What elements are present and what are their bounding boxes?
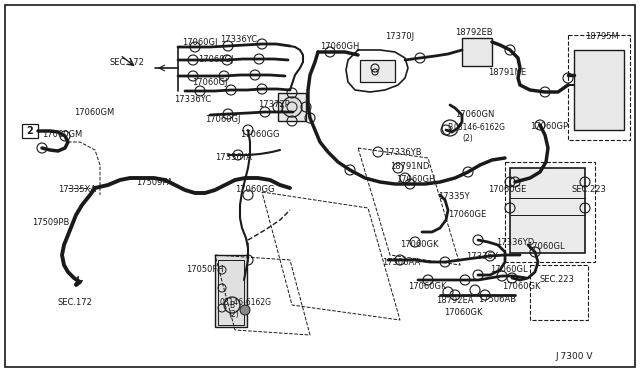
Text: 18792EA: 18792EA [436,296,474,305]
Text: 17060GL: 17060GL [490,265,527,274]
Text: 17336YD: 17336YD [496,238,534,247]
Text: 17060GE: 17060GE [448,210,486,219]
Text: 17060GK: 17060GK [502,282,541,291]
Text: 17060GM: 17060GM [74,108,115,117]
Text: 17060GJ: 17060GJ [198,55,234,64]
Text: 18795M: 18795M [585,32,619,41]
Text: 17506AB: 17506AB [478,295,516,304]
Text: 17060GN: 17060GN [455,110,494,119]
Text: B: B [229,301,235,310]
Bar [278,93,306,121]
Bar [510,168,585,253]
Text: (2): (2) [228,310,239,319]
Text: 17060GK: 17060GK [408,282,447,291]
Bar [360,60,395,82]
Text: 17060GH: 17060GH [320,42,360,51]
Text: 17372P: 17372P [258,100,290,109]
Text: 17509PB: 17509PB [32,218,69,227]
Text: 17060GG: 17060GG [240,130,280,139]
Text: 2: 2 [27,126,33,136]
Text: SEC.172: SEC.172 [58,298,93,307]
Bar [215,255,247,327]
Text: 17060GM: 17060GM [42,130,83,139]
Text: 17370J: 17370J [385,32,414,41]
Text: 17060GJ: 17060GJ [192,78,227,87]
Text: 17336YA: 17336YA [215,153,252,162]
Text: 18791NE: 18791NE [488,68,526,77]
Text: 17506AA: 17506AA [382,258,420,267]
Text: 17336YB: 17336YB [384,148,422,157]
Bar [530,265,588,320]
Text: J 7300 V: J 7300 V [555,352,593,361]
Text: 17336YC: 17336YC [220,35,257,44]
Text: SEC.172: SEC.172 [110,58,145,67]
Text: 17509PA: 17509PA [136,178,173,187]
Text: 17050FH: 17050FH [186,265,223,274]
Text: 17060GG: 17060GG [235,185,275,194]
Bar [462,38,492,66]
Text: 17060GP: 17060GP [530,122,568,131]
Text: 17060GK: 17060GK [400,240,438,249]
Text: 08146-6162G: 08146-6162G [220,298,272,307]
Text: 17335XA: 17335XA [58,185,96,194]
Text: 17060GJ: 17060GJ [182,38,218,47]
Text: 18792EB: 18792EB [455,28,493,37]
Bar [574,50,624,130]
Text: 17060GJ: 17060GJ [205,115,241,124]
Text: 17060GK: 17060GK [444,308,483,317]
Circle shape [282,97,302,117]
Text: 17336YC: 17336YC [174,95,211,104]
Bar [22,124,38,138]
Bar [568,35,630,140]
Text: B: B [447,124,452,132]
Text: (2): (2) [462,134,473,143]
Text: 17336Y: 17336Y [466,252,498,261]
Text: SEC.223: SEC.223 [540,275,575,284]
Text: SEC.223: SEC.223 [572,185,607,194]
Text: 17335Y: 17335Y [438,192,470,201]
Text: 17060GL: 17060GL [527,242,564,251]
Text: 17060GE: 17060GE [488,185,526,194]
Text: 18791ND: 18791ND [390,162,429,171]
Bar [505,162,595,262]
Circle shape [240,305,250,315]
Text: 17060GH: 17060GH [396,175,435,184]
Bar [218,260,244,325]
Text: 08146-6162G: 08146-6162G [453,123,505,132]
